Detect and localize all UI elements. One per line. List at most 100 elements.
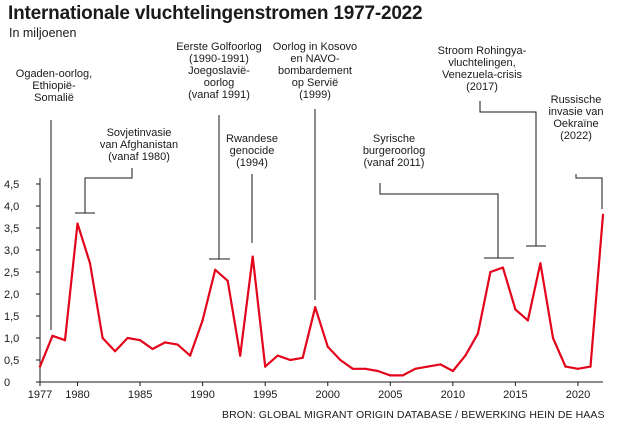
annotation-label-line: Russische xyxy=(551,94,602,106)
y-tick-label: 2,5 xyxy=(4,267,19,279)
annotation-label-line: Sovjetinvasie xyxy=(107,127,172,139)
y-tick-label: 4,5 xyxy=(4,179,19,191)
y-tick-label: 0,5 xyxy=(4,355,19,367)
x-axis-ticks: 1977 1980 1985 1990 1995 2000 2005 2010 2015 2020 xyxy=(28,382,590,401)
data-point xyxy=(564,365,567,368)
data-point xyxy=(314,306,317,309)
data-point xyxy=(201,319,204,322)
y-tick-label: 1,5 xyxy=(4,311,19,323)
data-point xyxy=(176,343,179,346)
chart-source: BRON: GLOBAL MIGRANT ORIGIN DATABASE / B… xyxy=(222,409,605,421)
data-point xyxy=(126,336,129,340)
data-point xyxy=(539,262,542,265)
data-point xyxy=(439,363,442,366)
data-point xyxy=(339,358,342,362)
annotation-label-line: op Servië xyxy=(292,77,338,89)
annotation-label-line: Syrische xyxy=(373,133,415,145)
data-point xyxy=(414,367,417,370)
x-tick-label: 2020 xyxy=(566,389,590,401)
annotation-leader-line xyxy=(209,115,230,260)
data-point xyxy=(139,339,142,342)
data-point xyxy=(464,354,467,357)
data-point xyxy=(151,347,154,351)
data-point xyxy=(576,367,580,370)
annotation-label: Russische invasie van Oekraïne (2022) xyxy=(548,94,603,142)
annotation-label-line: Stroom Rohingya- xyxy=(438,45,527,57)
x-tick-label: 2010 xyxy=(441,389,465,401)
data-point xyxy=(451,369,454,373)
annotation-label: Stroom Rohingya-vluchtelingen, Venezuela-… xyxy=(438,45,527,93)
annotation-label-line: Joegoslavië- xyxy=(188,65,250,77)
annotation-label-line: Eerste Golfoorlog xyxy=(176,41,262,53)
data-point xyxy=(114,350,117,353)
annotation-label-line: oorlog xyxy=(204,77,235,89)
y-tick-label: 1,0 xyxy=(4,333,19,345)
data-point xyxy=(276,354,279,357)
annotation-label-line: (2022) xyxy=(560,130,592,142)
annotation-label-line: vluchtelingen, xyxy=(448,57,515,69)
annotation-label-line: Ogaden-oorlog, xyxy=(16,68,92,80)
annotation-labels: Ogaden-oorlog, Ethiopië-Somalië Sovjetinva… xyxy=(16,41,604,169)
annotation-leader-line xyxy=(379,183,514,259)
data-point xyxy=(476,332,479,335)
y-tick-label: 2,0 xyxy=(4,289,19,301)
annotation-leader-line xyxy=(75,168,133,214)
data-point xyxy=(301,356,304,359)
data-point xyxy=(326,345,329,348)
data-point xyxy=(401,374,404,377)
y-tick-label: 4,0 xyxy=(4,201,19,213)
annotation-label: Syrische burgeroorlog (vanaf 2011) xyxy=(363,133,425,169)
data-point xyxy=(251,255,254,258)
x-tick-label: 1980 xyxy=(65,389,89,401)
annotation-label-line: bombardement xyxy=(278,65,352,77)
data-point xyxy=(514,308,517,311)
y-axis-ticks: 0 0,5 1,0 1,5 2,0 2,5 3,0 3,5 4,0 4,5 xyxy=(4,179,40,389)
annotation-label-line: burgeroorlog xyxy=(363,145,425,157)
annotation-label-line: (1999) xyxy=(299,89,331,101)
x-tick-label: 2015 xyxy=(503,389,527,401)
data-point xyxy=(351,367,354,370)
annotation-label-line: Somalië xyxy=(34,92,74,104)
series-line xyxy=(38,213,605,377)
data-point xyxy=(164,341,167,344)
data-point xyxy=(551,336,555,340)
data-point xyxy=(101,336,104,340)
annotation-leader-line xyxy=(479,101,546,247)
data-point xyxy=(264,365,267,368)
annotation-label: Eerste Golfoorlog (1990-1991) Joegoslavië-… xyxy=(176,41,262,101)
data-point xyxy=(76,222,79,225)
data-point xyxy=(63,339,67,342)
chart-subtitle: In miljoenen xyxy=(9,26,77,40)
annotation-label-line: Oorlog in Kosovo xyxy=(273,41,357,53)
annotation-label-line: Venezuela-crisis xyxy=(442,69,523,81)
data-point xyxy=(189,354,192,357)
annotation-label-line: en NAVO- xyxy=(290,53,340,65)
y-tick-label: 3,0 xyxy=(4,245,19,257)
data-point xyxy=(239,354,242,357)
data-point xyxy=(376,369,379,373)
y-tick-label: 3,5 xyxy=(4,223,19,235)
y-tick-label: 0 xyxy=(4,377,10,389)
data-point xyxy=(88,262,92,265)
data-point xyxy=(526,319,530,322)
annotation-label-line: Ethiopië- xyxy=(32,80,76,92)
x-tick-label: 1985 xyxy=(128,389,152,401)
chart-axes xyxy=(39,178,603,383)
data-point xyxy=(589,365,592,368)
annotation-label-line: (1990-1991) xyxy=(189,53,249,65)
annotation-label-line: Oekraïne xyxy=(553,118,598,130)
annotation-label-line: (2017) xyxy=(466,81,498,93)
data-point xyxy=(501,266,504,269)
x-tick-label: 2005 xyxy=(378,389,402,401)
annotation-label-line: (vanaf 1991) xyxy=(188,89,250,101)
x-tick-label: 1995 xyxy=(253,389,277,401)
data-point xyxy=(289,358,292,362)
annotation-label: Ogaden-oorlog, Ethiopië-Somalië xyxy=(16,68,92,104)
annotation-label-line: genocide xyxy=(230,145,275,157)
annotation-label-line: (1994) xyxy=(236,157,268,169)
annotation-label-line: van Afghanistan xyxy=(100,139,178,151)
chart-title: Internationale vluchtelingenstromen 1977… xyxy=(8,3,423,24)
annotation-label-line: invasie van xyxy=(548,106,603,118)
annotation-label-line: (vanaf 2011) xyxy=(364,157,425,169)
